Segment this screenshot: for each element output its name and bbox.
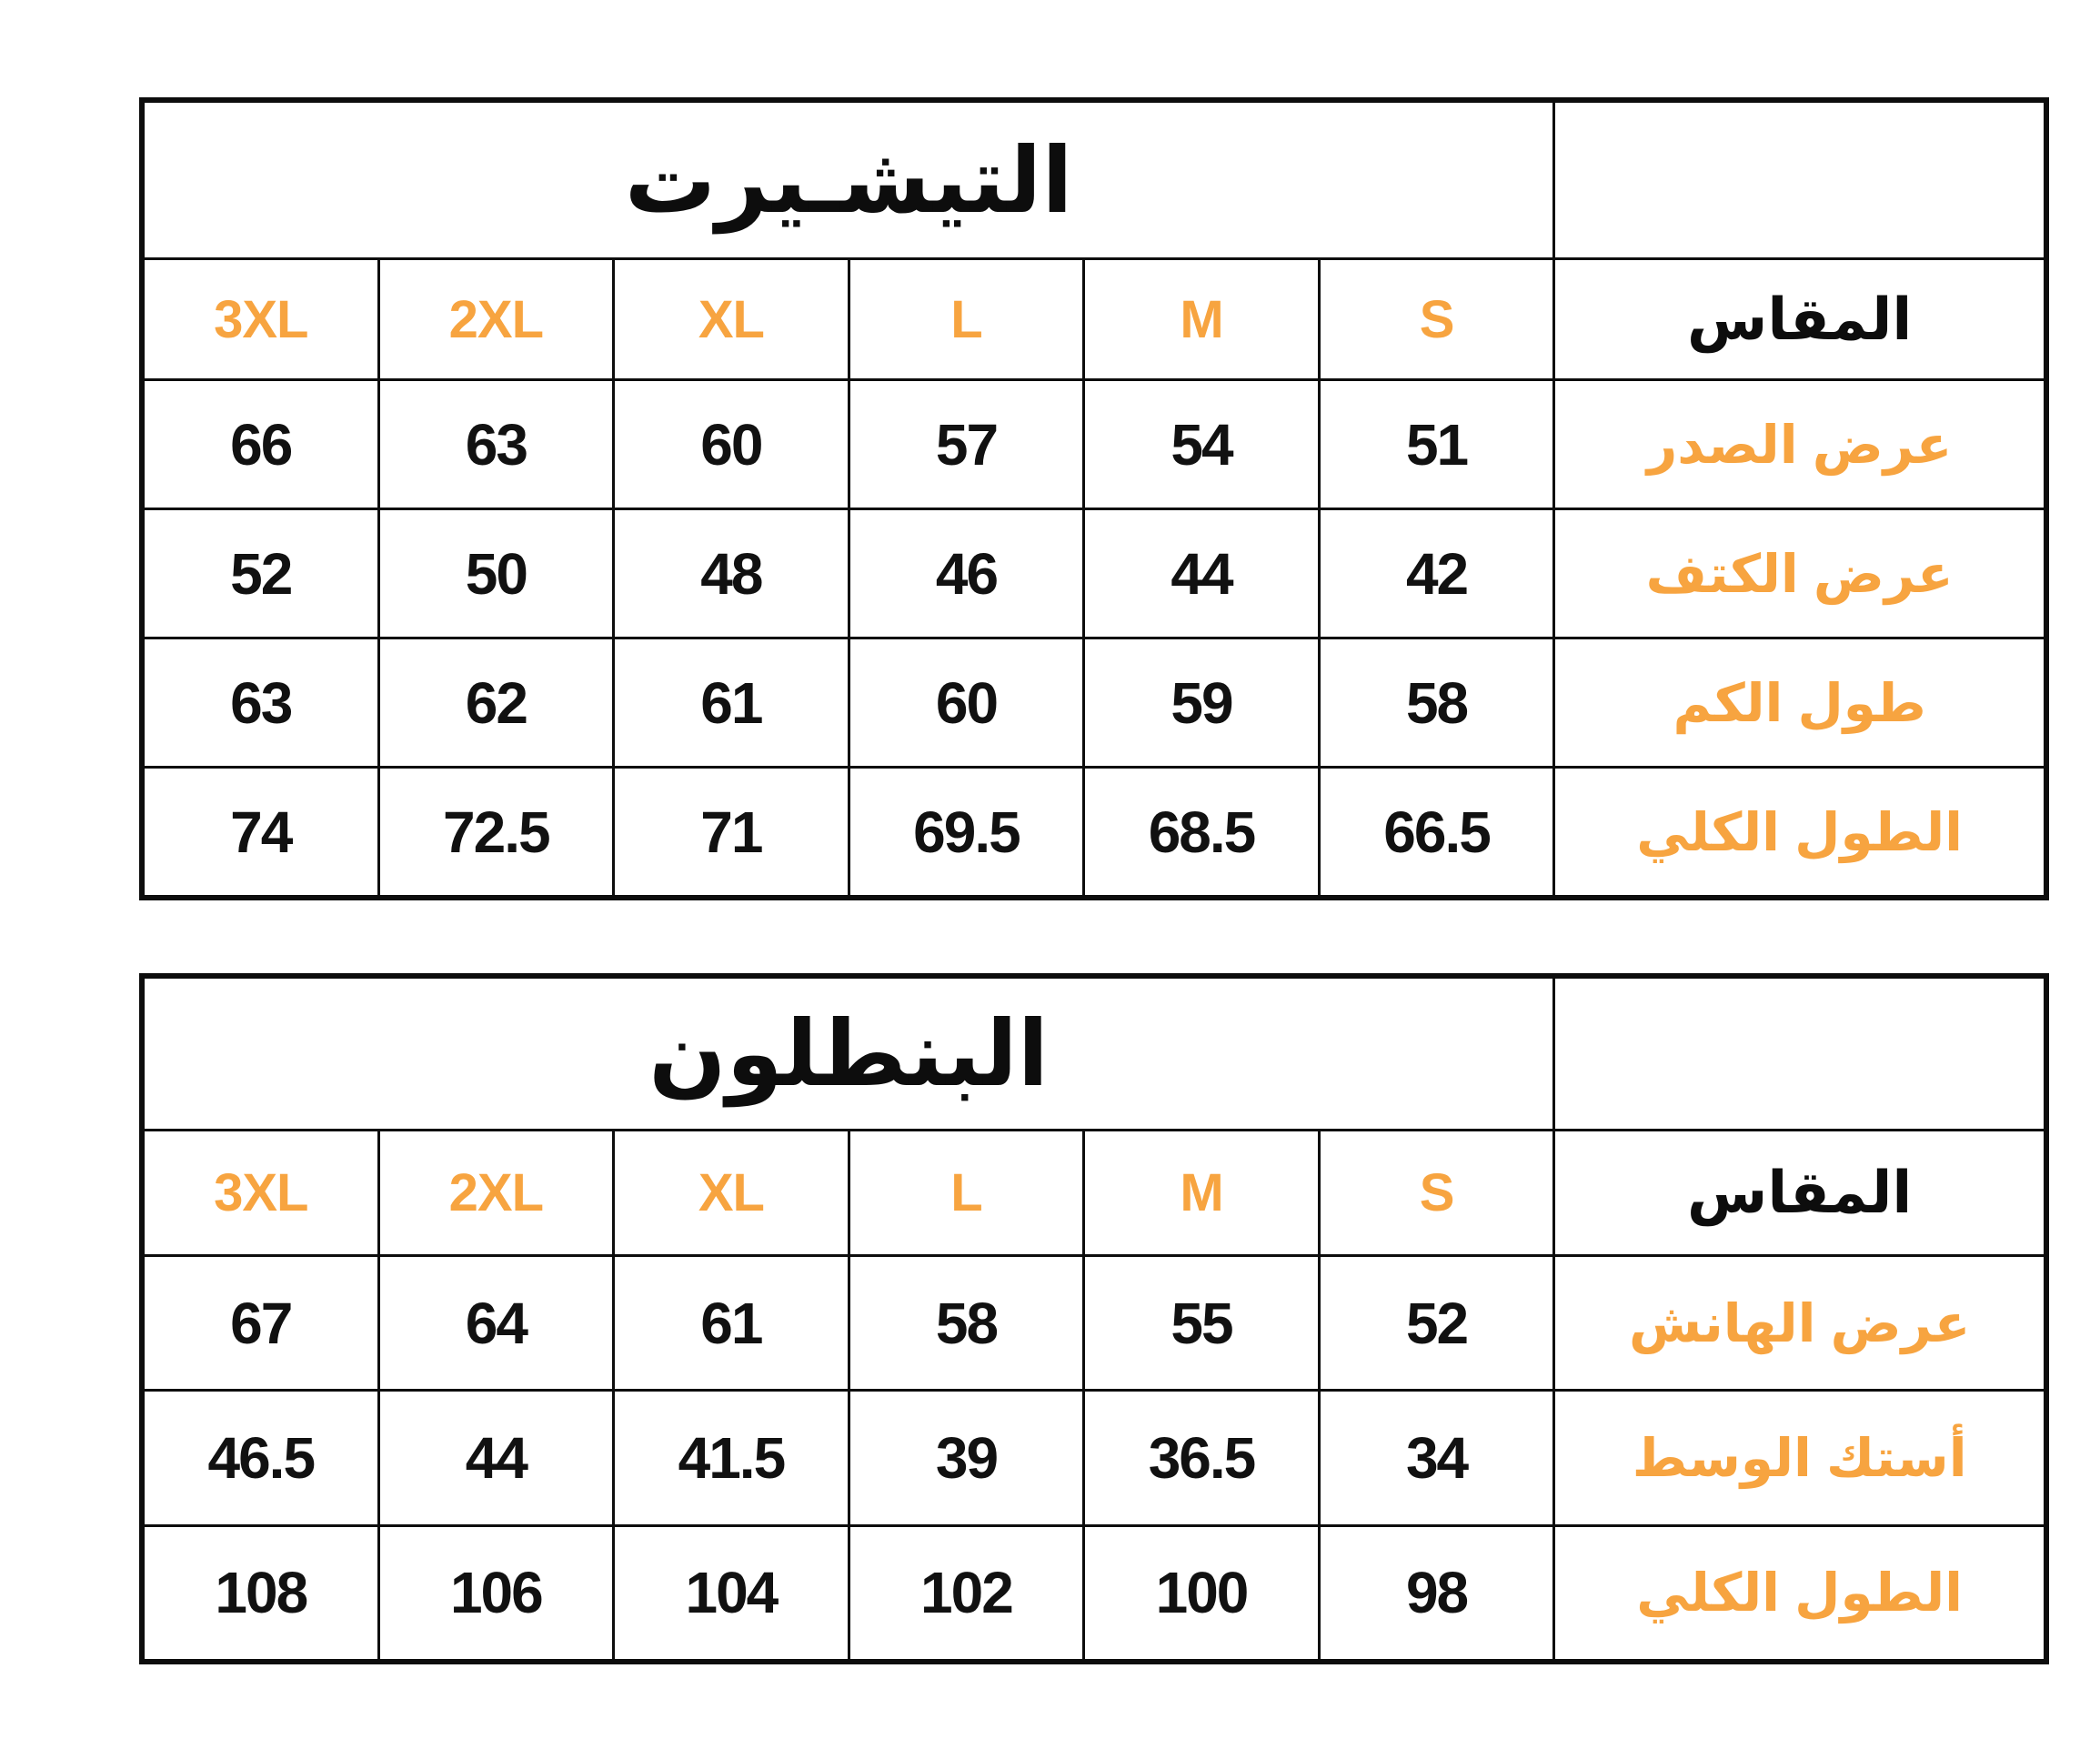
pants-size-table: البنطلون 3XL 2XL XL L M S المقاس 67 64 6… — [139, 973, 2049, 1664]
measurement-value: 98 — [1320, 1526, 1553, 1659]
pants-size-col-3xl: 3XL — [145, 1131, 377, 1254]
measurement-value: 55 — [1085, 1257, 1318, 1390]
measurement-value: 71 — [615, 769, 848, 895]
measurement-value: 54 — [1085, 381, 1318, 508]
measurement-value: 60 — [615, 381, 848, 508]
tshirt-table-title: التيشـيرت — [145, 103, 1553, 257]
pants-size-col-xl: XL — [615, 1131, 848, 1254]
measurement-value: 50 — [379, 510, 613, 637]
measurement-value: 63 — [145, 639, 377, 766]
measurement-value: 44 — [379, 1392, 613, 1524]
measurement-value: 52 — [145, 510, 377, 637]
measurement-value: 106 — [379, 1526, 613, 1659]
measurement-value: 100 — [1085, 1526, 1318, 1659]
measurement-value: 41.5 — [615, 1392, 848, 1524]
pants-corner-empty-cell — [1555, 979, 2044, 1129]
measurement-value: 61 — [615, 639, 848, 766]
measurement-value: 61 — [615, 1257, 848, 1390]
pants-size-header-label: المقاس — [1555, 1131, 2044, 1254]
measurement-value: 64 — [379, 1257, 613, 1390]
measurement-label-sleeve-length: طول الكم — [1555, 639, 2044, 766]
measurement-value: 102 — [849, 1526, 1083, 1659]
measurement-value: 46 — [849, 510, 1083, 637]
tshirt-size-col-m: M — [1085, 260, 1318, 378]
measurement-value: 74 — [145, 769, 377, 895]
measurement-value: 48 — [615, 510, 848, 637]
measurement-label-total-length: الطول الكلي — [1555, 769, 2044, 895]
measurement-value: 58 — [849, 1257, 1083, 1390]
measurement-value: 104 — [615, 1526, 848, 1659]
tshirt-size-col-2xl: 2XL — [379, 260, 613, 378]
measurement-value: 66.5 — [1320, 769, 1553, 895]
tshirt-size-col-l: L — [849, 260, 1083, 378]
measurement-value: 69.5 — [849, 769, 1083, 895]
measurement-value: 60 — [849, 639, 1083, 766]
tshirt-size-col-s: S — [1320, 260, 1553, 378]
pants-size-col-s: S — [1320, 1131, 1553, 1254]
measurement-value: 57 — [849, 381, 1083, 508]
pants-size-col-2xl: 2XL — [379, 1131, 613, 1254]
pants-size-col-m: M — [1085, 1131, 1318, 1254]
measurement-value: 44 — [1085, 510, 1318, 637]
measurement-value: 67 — [145, 1257, 377, 1390]
measurement-label-chest-width: عرض الصدر — [1555, 381, 2044, 508]
measurement-value: 51 — [1320, 381, 1553, 508]
measurement-value: 72.5 — [379, 769, 613, 895]
measurement-value: 63 — [379, 381, 613, 508]
measurement-label-total-length: الطول الكلي — [1555, 1526, 2044, 1659]
measurement-value: 58 — [1320, 639, 1553, 766]
measurement-label-hip-width: عرض الهانش — [1555, 1257, 2044, 1390]
tshirt-size-table: التيشـيرت 3XL 2XL XL L M S المقاس 66 63 … — [139, 97, 2049, 900]
measurement-value: 46.5 — [145, 1392, 377, 1524]
measurement-value: 108 — [145, 1526, 377, 1659]
measurement-label-waist-elastic: أستك الوسط — [1555, 1392, 2044, 1524]
measurement-value: 42 — [1320, 510, 1553, 637]
tshirt-size-col-xl: XL — [615, 260, 848, 378]
tshirt-corner-empty-cell — [1555, 103, 2044, 257]
measurement-value: 68.5 — [1085, 769, 1318, 895]
measurement-value: 62 — [379, 639, 613, 766]
tshirt-size-header-label: المقاس — [1555, 260, 2044, 378]
measurement-value: 52 — [1320, 1257, 1553, 1390]
measurement-value: 66 — [145, 381, 377, 508]
measurement-value: 34 — [1320, 1392, 1553, 1524]
measurement-value: 59 — [1085, 639, 1318, 766]
measurement-label-shoulder-width: عرض الكتف — [1555, 510, 2044, 637]
measurement-value: 36.5 — [1085, 1392, 1318, 1524]
tshirt-size-col-3xl: 3XL — [145, 260, 377, 378]
measurement-value: 39 — [849, 1392, 1083, 1524]
pants-table-title: البنطلون — [145, 979, 1553, 1129]
pants-size-col-l: L — [849, 1131, 1083, 1254]
